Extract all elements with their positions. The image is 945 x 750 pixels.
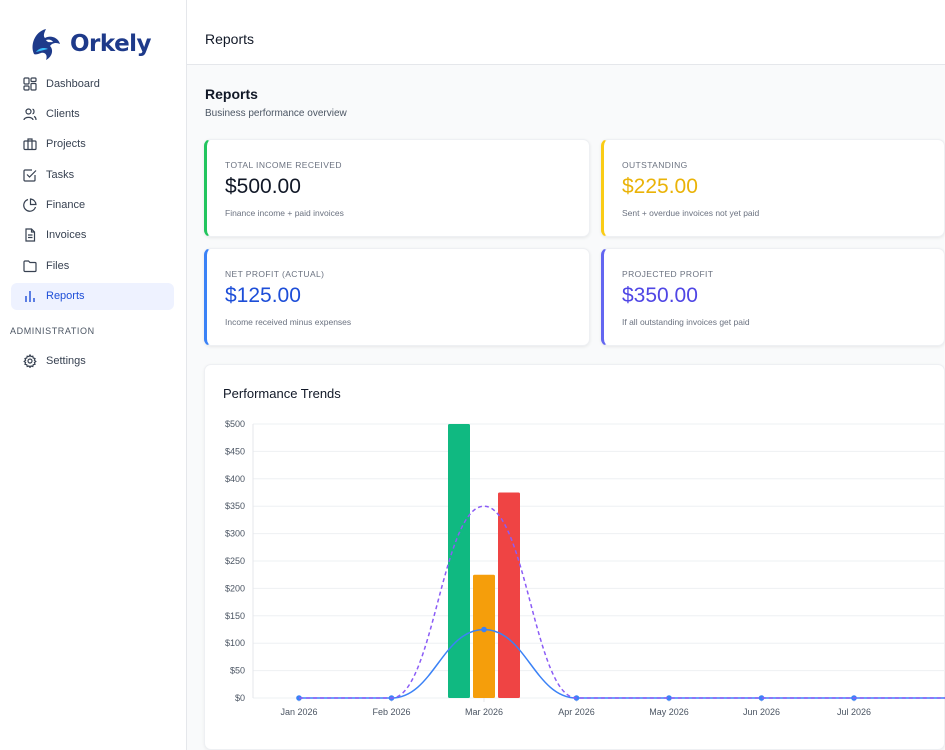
sidebar: Orkely Dashboard Clients Projects: [0, 0, 187, 750]
header-title: Reports: [205, 31, 255, 47]
stat-card-description: Income received minus expenses: [225, 317, 352, 327]
series-line-2: [298, 505, 945, 699]
stat-card-value: $125.00: [225, 284, 301, 307]
performance-trends-card: Performance Trends $0 $50 $100 $150 $200 $250…: [204, 364, 945, 750]
chart-title: Performance Trends: [223, 386, 341, 401]
briefcase-icon: [22, 137, 37, 152]
y-tick-label: $250: [225, 556, 245, 566]
sidebar-item-reports[interactable]: Reports: [11, 282, 174, 310]
x-tick-label: Jul 2026: [837, 707, 871, 717]
orca-logo-icon: [32, 29, 60, 60]
stat-card-description: If all outstanding invoices get paid: [622, 317, 750, 327]
sidebar-item-settings[interactable]: Settings: [11, 347, 174, 374]
bar-3: [498, 492, 520, 698]
main-content: Reports Business performance overview TO…: [187, 65, 945, 750]
sidebar-section-label: ADMINISTRATION: [10, 326, 95, 336]
sidebar-item-label: Tasks: [46, 168, 75, 181]
pie-chart-icon: [22, 198, 37, 213]
series-line-1: [298, 628, 945, 699]
stat-card-value: $500.00: [225, 175, 301, 198]
logo[interactable]: Orkely: [26, 24, 152, 64]
sidebar-item-label: Dashboard: [46, 77, 100, 90]
sidebar-item-files[interactable]: Files: [11, 252, 174, 279]
stat-card-net-profit: NET PROFIT (ACTUAL) $125.00 Income recei…: [204, 248, 590, 346]
line-point: [666, 695, 672, 701]
x-tick-label: Feb 2026: [372, 707, 410, 717]
y-tick-label: $300: [225, 529, 245, 539]
line-point: [481, 626, 487, 633]
dashboard-grid-icon: [22, 76, 37, 91]
y-tick-label: $350: [225, 501, 245, 511]
y-tick-label: $400: [225, 474, 245, 484]
users-icon: [22, 106, 37, 121]
stat-card-label: OUTSTANDING: [622, 160, 688, 170]
performance-trends-chart: $0 $50 $100 $150 $200 $250 $300 $350 $400 $450 $50…: [225, 419, 945, 717]
y-tick-label: $50: [230, 666, 245, 676]
sidebar-item-projects[interactable]: Projects: [11, 131, 174, 158]
sidebar-nav: Dashboard Clients Projects Tasks: [11, 70, 174, 313]
stat-card-projected-profit: PROJECTED PROFIT $350.00 If all outstand…: [601, 248, 945, 346]
sidebar-item-label: Projects: [46, 138, 86, 151]
sidebar-item-label: Finance: [46, 199, 86, 212]
sidebar-item-clients[interactable]: Clients: [11, 100, 174, 127]
sidebar-admin-nav: Settings: [11, 347, 174, 377]
sidebar-item-label: Clients: [46, 107, 80, 120]
bar-1: [448, 424, 470, 698]
stat-card-description: Sent + overdue invoices not yet paid: [622, 208, 760, 218]
sidebar-item-invoices[interactable]: Invoices: [11, 222, 174, 249]
bar-chart-icon: [22, 289, 37, 304]
sidebar-item-label: Files: [46, 259, 70, 272]
folder-icon: [22, 258, 37, 273]
y-tick-label: $450: [225, 446, 245, 456]
x-tick-label: Apr 2026: [558, 707, 595, 717]
x-tick-label: May 2026: [649, 707, 689, 717]
stat-card-label: PROJECTED PROFIT: [622, 269, 714, 279]
stat-card-outstanding: OUTSTANDING $225.00 Sent + overdue invoi…: [601, 139, 945, 237]
stat-card-value: $350.00: [622, 284, 698, 307]
sidebar-item-label: Reports: [46, 290, 85, 303]
x-tick-label: Mar 2026: [465, 707, 503, 717]
gear-icon: [22, 353, 37, 368]
bar-2: [473, 574, 495, 698]
y-tick-label: $500: [225, 419, 245, 429]
sidebar-item-label: Invoices: [46, 229, 87, 242]
sidebar-item-label: Settings: [46, 354, 86, 367]
checkbox-icon: [22, 167, 37, 182]
y-tick-label: $100: [225, 638, 245, 648]
stat-card-label: TOTAL INCOME RECEIVED: [225, 160, 342, 170]
y-tick-label: $0: [235, 693, 245, 703]
document-icon: [22, 228, 37, 243]
sidebar-item-dashboard[interactable]: Dashboard: [11, 70, 174, 97]
stat-card-label: NET PROFIT (ACTUAL): [225, 269, 325, 279]
stat-card-description: Finance income + paid invoices: [225, 208, 344, 218]
page-subtitle: Business performance overview: [205, 108, 347, 119]
x-tick-label: Jun 2026: [743, 707, 780, 717]
x-tick-label: Jan 2026: [280, 707, 317, 717]
page-title: Reports: [205, 86, 258, 102]
sidebar-item-tasks[interactable]: Tasks: [11, 161, 174, 188]
sidebar-item-finance[interactable]: Finance: [11, 192, 174, 219]
stat-card-total-income: TOTAL INCOME RECEIVED $500.00 Finance in…: [204, 139, 590, 237]
stat-card-value: $225.00: [622, 175, 698, 198]
line-point: [758, 695, 765, 701]
topbar: Reports: [187, 15, 945, 65]
app-name: Orkely: [70, 31, 152, 57]
y-tick-label: $150: [225, 611, 245, 621]
y-tick-label: $200: [225, 583, 245, 593]
